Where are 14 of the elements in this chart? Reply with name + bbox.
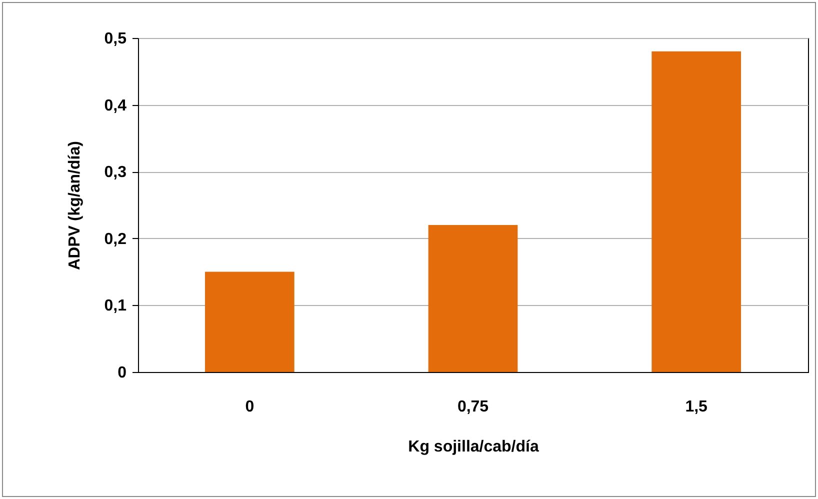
bar bbox=[652, 51, 741, 372]
y-tick-label: 0,2 bbox=[104, 230, 127, 248]
x-tick-label: 0,75 bbox=[457, 398, 489, 416]
y-tick-label: 0,3 bbox=[104, 164, 127, 182]
y-axis-title: ADPV (kg/an/día) bbox=[66, 141, 84, 270]
y-tick-label: 0,4 bbox=[104, 97, 127, 114]
bar bbox=[205, 272, 294, 372]
x-axis-title: Kg sojilla/cab/día bbox=[408, 438, 539, 456]
y-tick-label: 0,1 bbox=[104, 298, 127, 315]
y-tick-label: 0 bbox=[118, 364, 127, 382]
x-tick-label: 0 bbox=[245, 398, 254, 416]
y-tick-label: 0,5 bbox=[104, 30, 127, 48]
x-tick-label: 1,5 bbox=[685, 398, 708, 416]
bar bbox=[428, 225, 518, 372]
